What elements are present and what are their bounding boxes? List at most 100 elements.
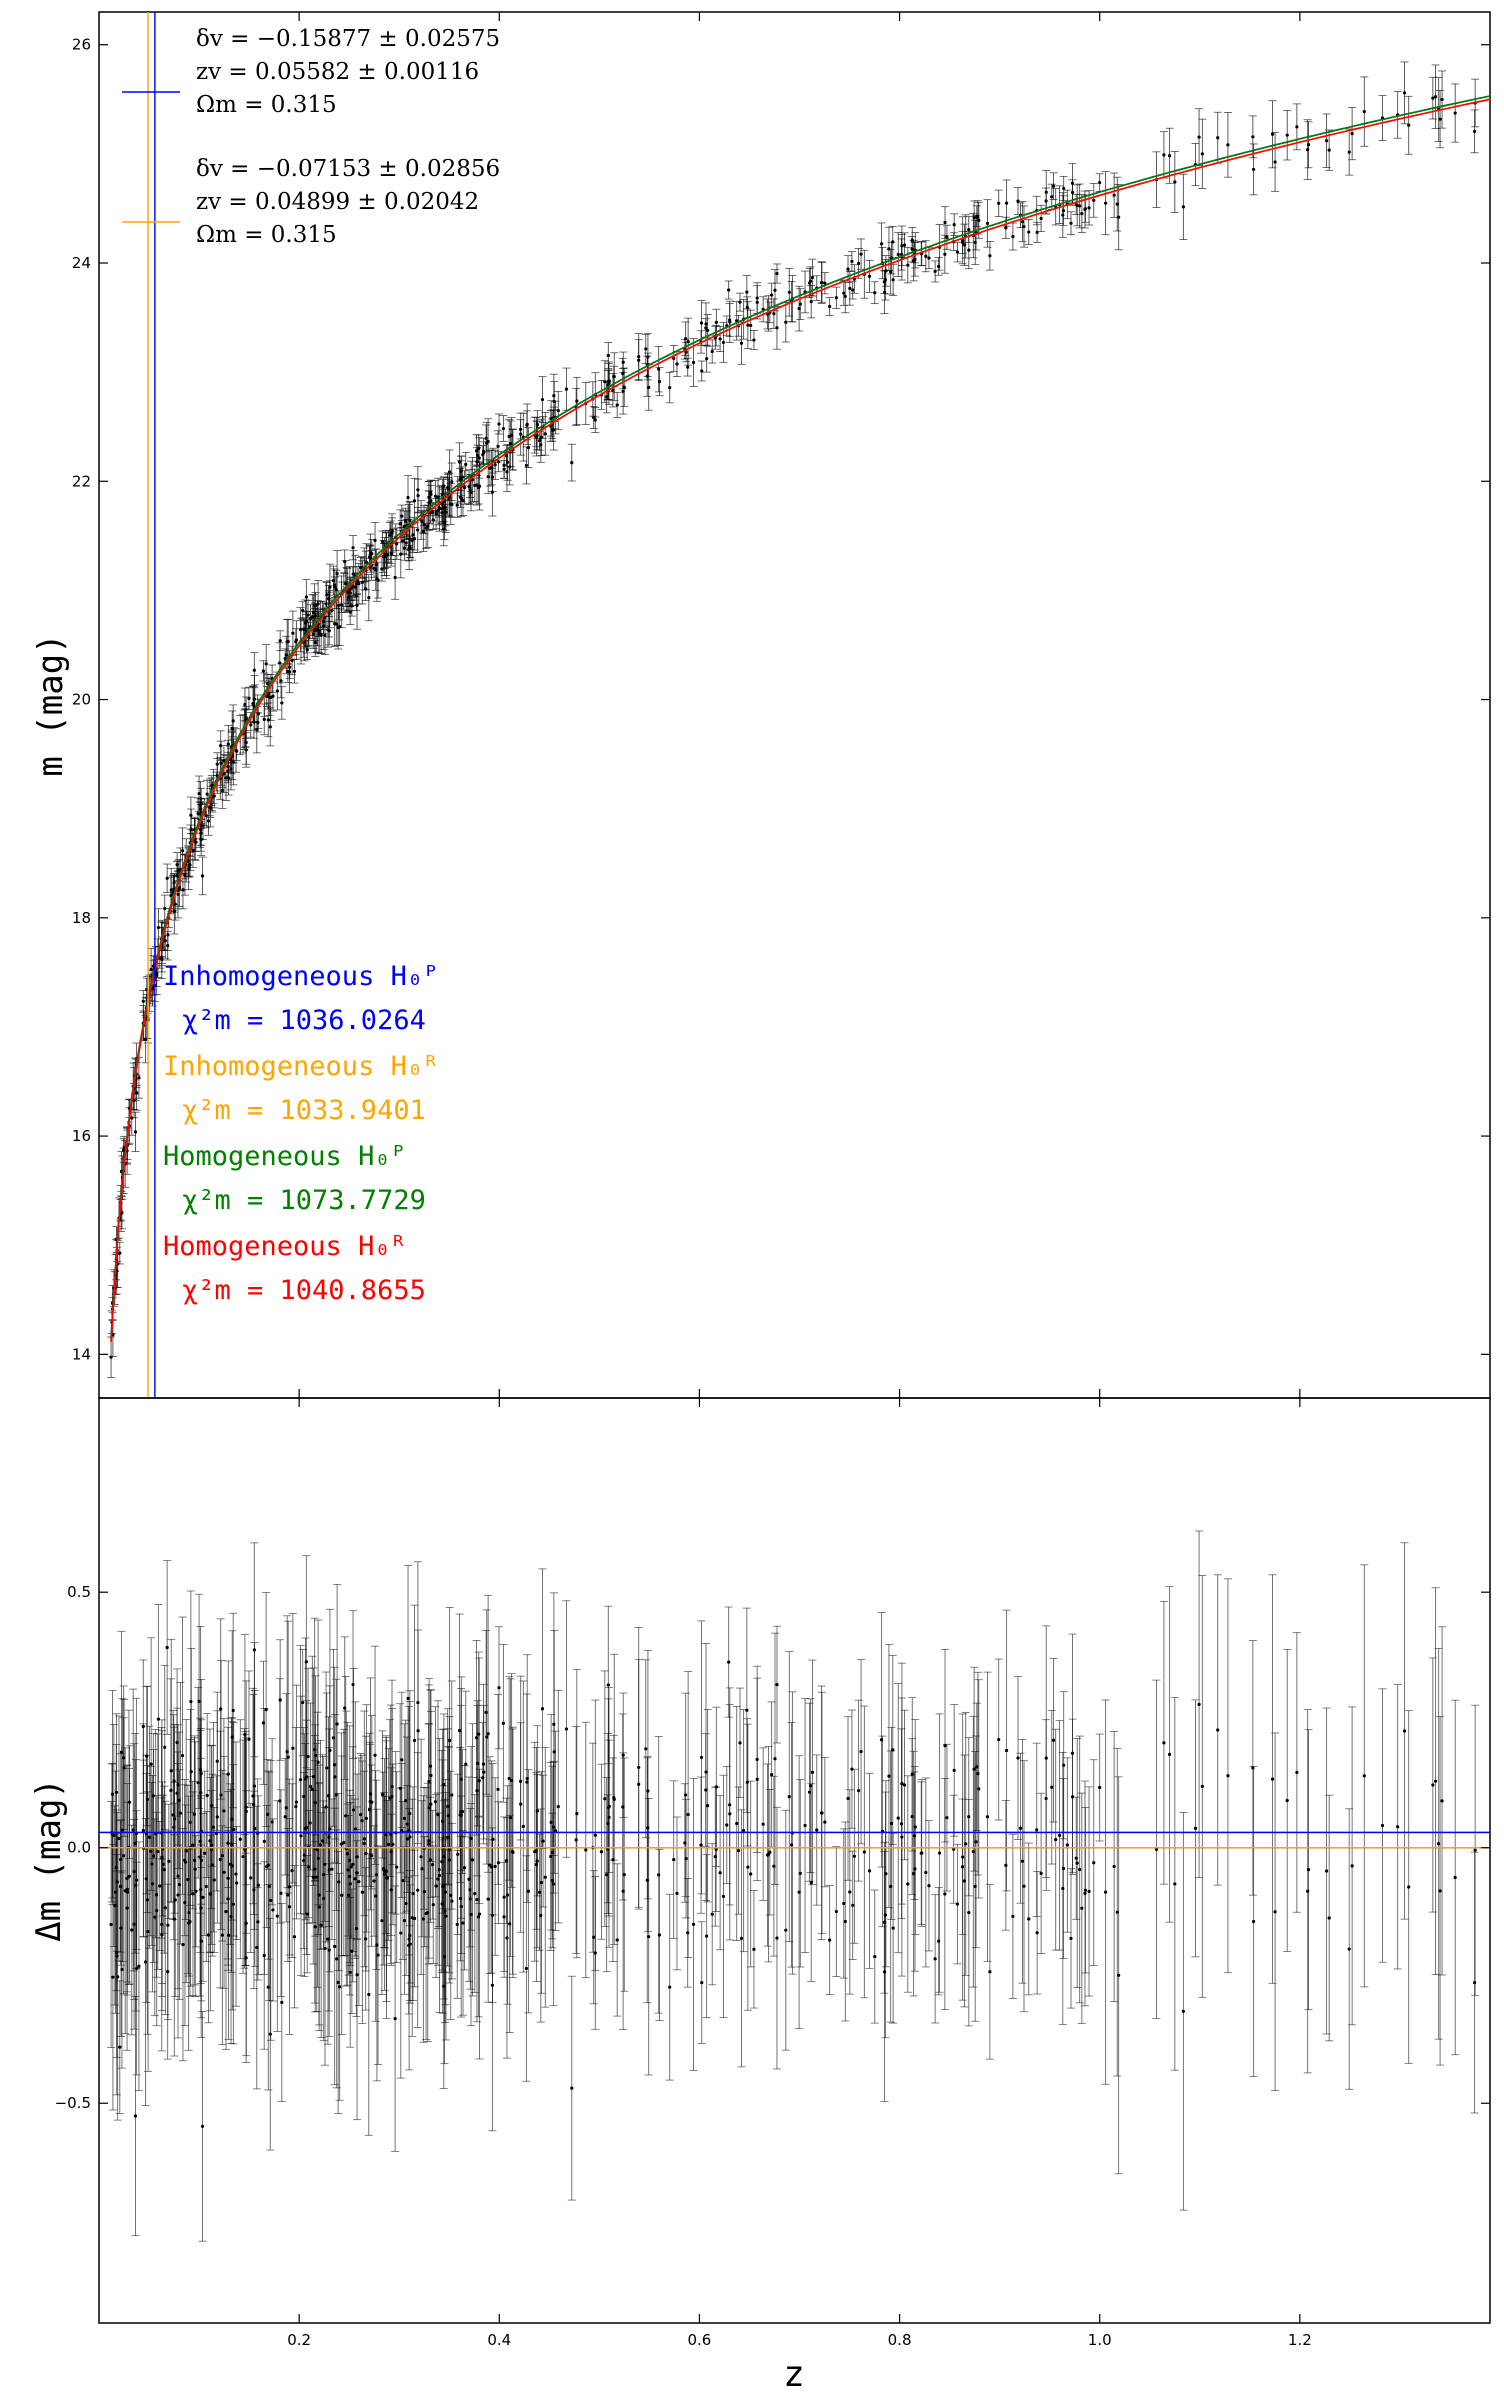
top-data-point [133,1130,138,1134]
top-data-point [305,648,309,652]
top-data-point [235,749,239,753]
top-data-point [621,371,625,376]
top-data-point [404,541,408,545]
top-data-point [426,524,430,528]
top-data-point [828,304,832,309]
top-data-point [728,318,732,322]
top-data-point [481,453,485,457]
top-data-point [490,490,495,494]
top-data-point [973,240,977,244]
top-data-point [158,955,162,960]
top-data-point [440,502,444,506]
top-data-point [306,613,310,617]
top-data-point [1347,150,1351,154]
top-data-point [348,610,352,614]
model-annotations: Inhomogeneous H₀ᴾ χ²m = 1036.0264 Inhomoge… [163,961,439,1306]
top-data-point [910,247,914,251]
top-data-point [166,933,170,937]
top-data-point [364,560,369,564]
top-data-point [848,286,852,290]
legend-param-text: zv = 0.05582 ± 0.00116 [196,59,479,85]
model-label: Homogeneous H₀ᴾ [163,1141,407,1172]
top-data-point [1104,201,1108,205]
top-data-point [199,831,203,835]
top-data-point [770,293,774,297]
top-data-point [316,602,320,606]
top-data-point [166,944,170,948]
top-data-point [902,243,907,247]
top-data-point [473,483,477,487]
top-data-point [410,539,414,543]
top-data-point [605,395,609,399]
top-data-point [889,270,893,274]
top-data-point [402,524,406,529]
top-data-point [188,863,192,867]
top-data-point [657,367,661,371]
top-data-point [937,264,941,269]
top-data-point [1075,203,1079,207]
top-data-point [607,379,611,383]
top-data-point [543,432,547,436]
top-data-point [657,380,662,384]
top-data-point [1011,234,1015,239]
top-data-point [501,426,506,431]
top-data-point [404,519,408,524]
top-data-point [570,461,574,465]
top-data-point [1004,201,1009,205]
top-data-point [416,488,420,492]
top-data-point [896,252,900,257]
top-data-point [856,261,861,265]
top-data-point [575,399,579,403]
legend-param-text: δv = −0.15877 ± 0.02575 [196,26,500,52]
top-data-point [447,470,452,474]
top-data-point [313,614,317,618]
top-data-point [556,409,560,413]
fit-curve [110,98,1491,1343]
top-data-point [286,669,290,674]
top-data-point [219,761,223,765]
top-data-point [367,555,372,560]
top-data-point [183,873,187,877]
top-data-point [1061,213,1065,217]
top-data-point [118,1251,122,1255]
top-data-point [442,484,446,488]
top-data-point [727,288,731,292]
top-data-point [328,585,332,589]
top-data-point [985,221,990,226]
top-data-point [646,355,650,359]
top-data-point [997,201,1001,205]
top-data-point [206,819,211,823]
top-data-point [278,661,282,665]
top-data-point [738,300,742,304]
top-data-point [249,723,253,727]
top-data-point [497,422,501,426]
top-data-point [1306,147,1310,152]
top-data-point [977,218,981,222]
top-data-point [622,385,626,389]
top-data-point [443,505,448,510]
top-data-point [552,394,556,398]
top-data-point [301,608,305,613]
top-data-point [446,485,450,489]
top-data-point [351,572,356,576]
top-data-point [672,356,676,360]
top-data-point [135,1091,139,1095]
top-data-point [244,748,248,752]
top-data-point [357,582,361,586]
top-data-point [1098,180,1102,185]
top-data-point [1083,207,1087,212]
top-data-point [347,595,351,599]
top-data-point [1062,186,1066,191]
top-data-point [359,565,363,570]
top-data-point [380,567,384,571]
top-data-point [1016,199,1020,203]
top-data-point [1070,181,1075,185]
top-data-point [850,259,854,263]
top-data-point [718,337,722,341]
top-data-point [313,640,317,645]
top-data-point [302,627,306,631]
top-data-point [486,475,490,479]
bottom-panel: −0.50.00.5 0.2 0.4 0.6 0.8 1.0 1.2 Δm (mag) z [29,12,1491,2395]
top-data-point [745,305,749,309]
top-data-point [476,453,480,458]
